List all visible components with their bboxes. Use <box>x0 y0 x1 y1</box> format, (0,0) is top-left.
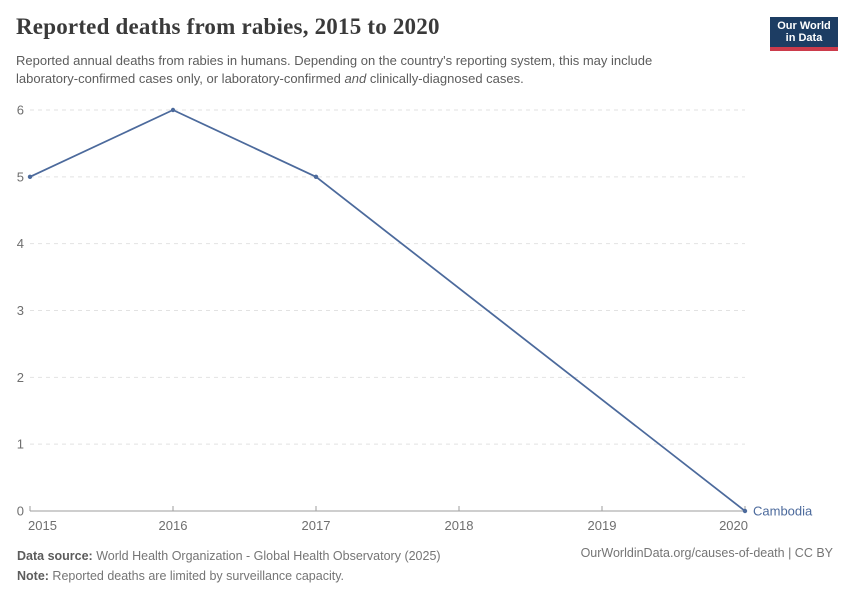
x-tick-label: 2015 <box>28 518 57 533</box>
y-tick-label: 0 <box>17 504 24 519</box>
x-tick-label: 2017 <box>302 518 331 533</box>
data-source-label: Data source: <box>17 549 93 563</box>
data-source-line: Data source: World Health Organization -… <box>17 546 441 566</box>
x-tick-label: 2020 <box>719 518 748 533</box>
owid-logo[interactable]: Our World in Data <box>770 17 838 51</box>
data-point <box>313 174 319 180</box>
chart-footer: Data source: World Health Organization -… <box>17 546 441 586</box>
subtitle-italic-word: and <box>344 71 367 86</box>
owid-logo-line1: Our World <box>777 20 831 32</box>
note-line: Note: Reported deaths are limited by sur… <box>17 566 441 586</box>
chart-title: Reported deaths from rabies, 2015 to 202… <box>16 14 440 39</box>
entity-label[interactable]: Cambodia <box>753 504 813 519</box>
y-tick-label: 1 <box>17 437 24 452</box>
data-point <box>27 174 33 180</box>
line-series-cambodia <box>29 109 746 512</box>
x-tick-label: 2018 <box>445 518 474 533</box>
subtitle-line2: laboratory-confirmed cases only, or labo… <box>16 71 524 86</box>
data-source-text: World Health Organization - Global Healt… <box>92 549 441 563</box>
y-tick-label: 3 <box>17 303 24 318</box>
note-label: Note: <box>17 569 49 583</box>
data-point <box>742 508 748 514</box>
subtitle-line1: Reported annual deaths from rabies in hu… <box>16 53 653 68</box>
data-point <box>170 107 176 113</box>
note-text: Reported deaths are limited by surveilla… <box>48 569 345 583</box>
x-tick-label: 2019 <box>588 518 617 533</box>
y-tick-label: 2 <box>17 370 24 385</box>
y-tick-label: 4 <box>17 236 24 251</box>
y-tick-label: 6 <box>17 103 24 118</box>
owid-logo-line2: in Data <box>785 32 823 44</box>
owid-link[interactable]: OurWorldinData.org/causes-of-death | CC … <box>580 546 833 560</box>
chart-subtitle: Reported annual deaths from rabies in hu… <box>16 52 761 88</box>
x-tick-label: 2016 <box>159 518 188 533</box>
y-tick-label: 5 <box>17 169 24 184</box>
